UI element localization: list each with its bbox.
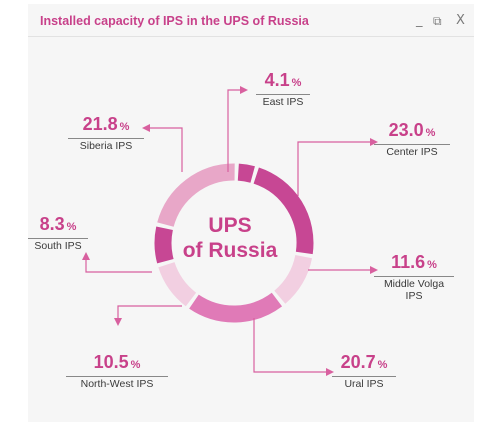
value-number: 11.6: [391, 252, 426, 272]
name-south-ips: South IPS: [28, 238, 88, 252]
chart-panel: Installed capacity of IPS in the UPS of …: [28, 4, 474, 422]
connector-south-ips: [82, 252, 152, 273]
window-header: Installed capacity of IPS in the UPS of …: [28, 4, 474, 37]
value-unit: %: [66, 221, 77, 233]
connector-center-ips: [297, 138, 378, 196]
center-label-line-2: of Russia: [182, 239, 278, 262]
connector-east-ips: [227, 86, 248, 172]
name-ural-ips: Ural IPS: [332, 376, 396, 390]
value-unit: %: [425, 127, 436, 139]
slice-south-ips: [154, 226, 174, 264]
label-south-ips: 8.3% South IPS: [28, 214, 88, 252]
value-number: 8.3: [39, 214, 65, 234]
label-north-west-ips: 10.5% North-West IPS: [66, 352, 168, 390]
window-title: Installed capacity of IPS in the UPS of …: [40, 14, 309, 28]
value-number: 21.8: [82, 114, 118, 134]
close-icon[interactable]: X: [456, 13, 465, 28]
name-middle-volga-ips: Middle Volga IPS: [374, 276, 454, 302]
value-unit: %: [291, 77, 302, 89]
value-unit: %: [377, 359, 388, 371]
value-east-ips: 4.1%: [256, 70, 310, 94]
restore-icon[interactable]: ⧉: [433, 14, 442, 28]
center-label: UPS of Russia: [166, 213, 294, 263]
value-middle-volga-ips: 11.6%: [374, 252, 454, 276]
value-unit: %: [119, 121, 130, 133]
value-unit: %: [427, 259, 437, 271]
label-siberia-ips: 21.8% Siberia IPS: [68, 114, 144, 152]
name-north-west-ips: North-West IPS: [66, 376, 168, 390]
minimize-icon[interactable]: _: [416, 13, 423, 28]
name-center-ips: Center IPS: [374, 144, 450, 158]
slice-east-ips: [237, 163, 255, 183]
name-line: Middle Volga: [383, 278, 445, 290]
connector-lines: [82, 86, 378, 376]
name-siberia-ips: Siberia IPS: [68, 138, 144, 152]
value-north-west-ips: 10.5%: [66, 352, 168, 376]
connector-siberia-ips: [142, 124, 183, 172]
slice-middle-volga-ips: [274, 254, 313, 304]
value-ural-ips: 20.7%: [332, 352, 396, 376]
value-unit: %: [130, 359, 141, 371]
value-number: 23.0: [388, 120, 424, 140]
value-south-ips: 8.3%: [28, 214, 88, 238]
slice-siberia-ips: [157, 163, 235, 228]
slice-north-west-ips: [158, 261, 197, 307]
label-middle-volga-ips: 11.6% Middle Volga IPS: [374, 252, 454, 302]
center-label-line-1: UPS: [208, 214, 252, 237]
label-ural-ips: 20.7% Ural IPS: [332, 352, 396, 390]
value-number: 4.1: [264, 70, 290, 90]
connector-ural-ips: [253, 318, 334, 376]
slice-ural-ips: [189, 292, 283, 323]
name-line: IPS: [405, 290, 423, 302]
value-number: 20.7: [340, 352, 376, 372]
label-center-ips: 23.0% Center IPS: [374, 120, 450, 158]
label-east-ips: 4.1% East IPS: [256, 70, 310, 108]
name-east-ips: East IPS: [256, 94, 310, 108]
slice-center-ips: [253, 167, 314, 255]
value-siberia-ips: 21.8%: [68, 114, 144, 138]
value-number: 10.5: [93, 352, 129, 372]
connector-north-west-ips: [114, 305, 182, 326]
value-center-ips: 23.0%: [374, 120, 450, 144]
donut-ring: [154, 163, 314, 323]
